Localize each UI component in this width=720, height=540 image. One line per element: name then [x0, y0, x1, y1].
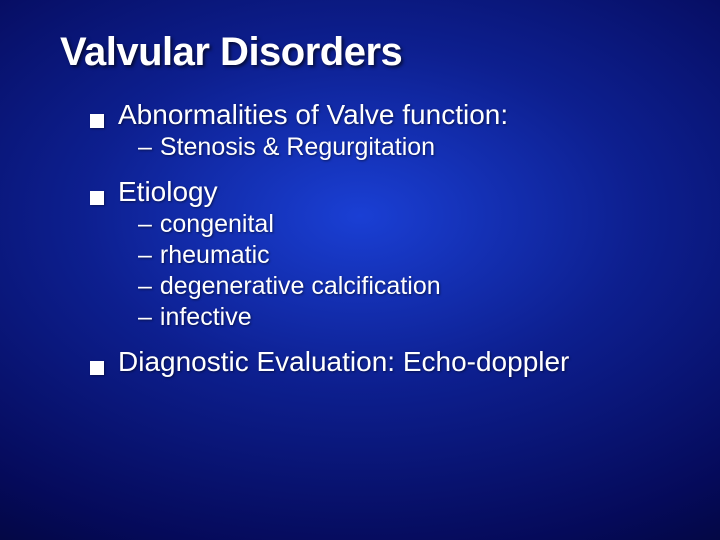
- bullet-text: Abnormalities of Valve function:: [118, 99, 508, 131]
- bullet-item: Abnormalities of Valve function:: [90, 99, 670, 131]
- dash-icon: –: [138, 210, 152, 239]
- dash-icon: –: [138, 272, 152, 301]
- bullet-item: Diagnostic Evaluation: Echo-doppler: [90, 346, 670, 378]
- square-bullet-icon: [90, 114, 104, 128]
- square-bullet-icon: [90, 191, 104, 205]
- sub-text: degenerative calcification: [160, 272, 441, 301]
- bullet-text: Diagnostic Evaluation: Echo-doppler: [118, 346, 569, 378]
- dash-icon: –: [138, 133, 152, 162]
- sub-item: – congenital: [138, 210, 670, 239]
- sub-item: – rheumatic: [138, 241, 670, 270]
- square-bullet-icon: [90, 361, 104, 375]
- slide-title: Valvular Disorders: [60, 30, 670, 75]
- sub-item: – Stenosis & Regurgitation: [138, 133, 670, 162]
- sub-text: Stenosis & Regurgitation: [160, 133, 435, 162]
- sub-item: – degenerative calcification: [138, 272, 670, 301]
- dash-icon: –: [138, 303, 152, 332]
- dash-icon: –: [138, 241, 152, 270]
- bullet-text: Etiology: [118, 176, 218, 208]
- sub-item: – infective: [138, 303, 670, 332]
- bullet-item: Etiology: [90, 176, 670, 208]
- sub-text: infective: [160, 303, 252, 332]
- slide-container: Valvular Disorders Abnormalities of Valv…: [0, 0, 720, 540]
- sub-text: rheumatic: [160, 241, 270, 270]
- sub-text: congenital: [160, 210, 274, 239]
